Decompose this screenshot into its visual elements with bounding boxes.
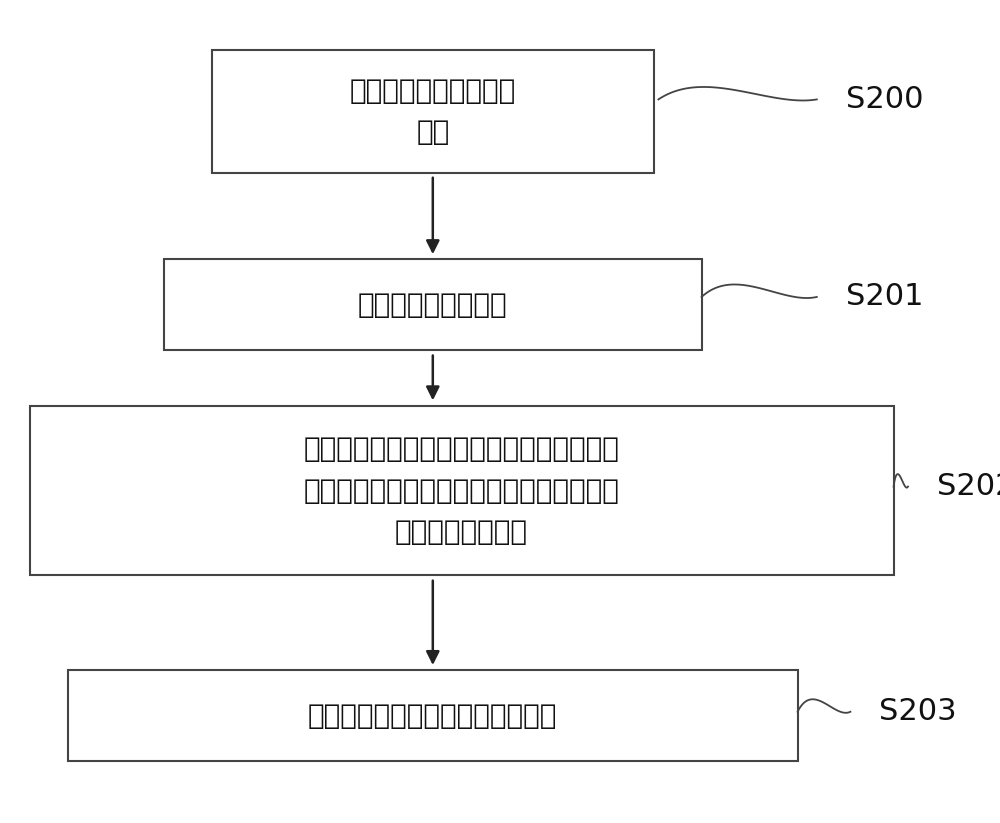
FancyBboxPatch shape [164,259,702,351]
FancyBboxPatch shape [212,50,654,173]
Text: 获取输入法的行文方向
信息: 获取输入法的行文方向 信息 [350,77,516,146]
Text: S201: S201 [846,282,923,311]
FancyBboxPatch shape [30,406,894,575]
Text: 执行对所述待删除字符的删除操作: 执行对所述待删除字符的删除操作 [308,702,557,730]
Text: S203: S203 [879,697,957,726]
Text: 检测与触摸屏的接触: 检测与触摸屏的接触 [358,291,508,319]
Text: 当所述接触的行进方向与所述输入法的行文
方向相反时，依据所述接触的行进轨迹，获
取待删除字符信息: 当所述接触的行进方向与所述输入法的行文 方向相反时，依据所述接触的行进轨迹，获 … [304,435,620,546]
Text: S200: S200 [846,85,923,114]
Text: S202: S202 [937,472,1000,501]
FancyBboxPatch shape [68,670,798,761]
